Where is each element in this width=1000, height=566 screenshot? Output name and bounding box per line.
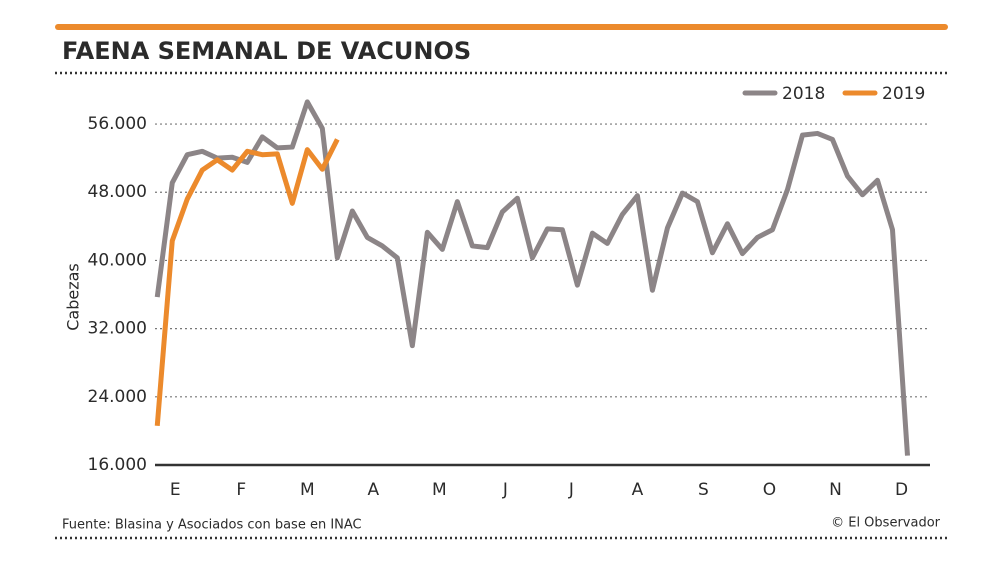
x-tick-label: J [502,480,508,500]
x-tick-label: O [763,480,776,500]
y-tick-label: 16.000 [88,455,147,475]
y-tick-label: 48.000 [88,182,147,202]
series-line [154,138,340,426]
source: Fuente: Blasina y Asociados con base en … [62,518,362,533]
x-tick-label: F [236,480,246,500]
x-tick-label: E [170,480,181,500]
x-tick-label: S [698,480,709,500]
chart-title: FAENA SEMANAL DE VACUNOS [62,37,471,65]
series-line [154,99,910,456]
credit: © El Observador [831,516,941,531]
x-tick-label: A [368,480,380,500]
legend-label: 2019 [882,84,925,104]
x-tick-label: D [895,480,908,500]
y-tick-label: 32.000 [88,319,147,339]
x-tick-label: M [432,480,447,500]
y-tick-label: 56.000 [88,114,147,134]
y-axis-label: Cabezas [64,263,83,331]
top-bar [55,24,948,30]
x-tick-label: J [568,480,574,500]
y-tick-label: 40.000 [88,250,147,270]
x-tick-label: A [632,480,644,500]
legend-label: 2018 [782,84,825,104]
x-tick-label: N [829,480,842,500]
x-tick-label: M [300,480,315,500]
y-tick-label: 24.000 [88,387,147,407]
